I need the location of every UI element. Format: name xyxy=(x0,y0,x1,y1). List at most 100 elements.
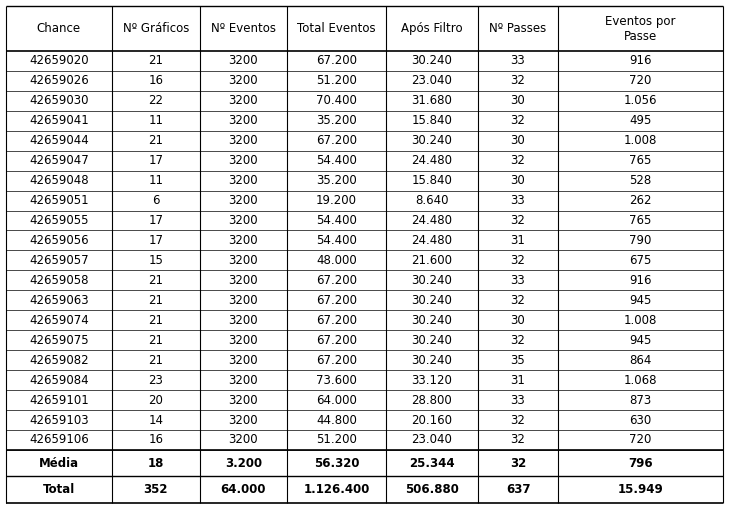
Text: 495: 495 xyxy=(629,114,652,127)
Text: 67.200: 67.200 xyxy=(316,354,357,366)
Text: 42659020: 42659020 xyxy=(29,54,89,67)
Text: 22: 22 xyxy=(148,94,163,107)
Text: 31: 31 xyxy=(510,374,526,387)
Text: 21: 21 xyxy=(148,314,163,327)
Text: 35.200: 35.200 xyxy=(316,114,357,127)
Text: 21: 21 xyxy=(148,354,163,366)
Text: 262: 262 xyxy=(629,194,652,207)
Text: 21: 21 xyxy=(148,294,163,307)
Text: Nº Gráficos: Nº Gráficos xyxy=(122,22,189,35)
Text: 506.880: 506.880 xyxy=(405,483,459,496)
Text: 17: 17 xyxy=(148,154,163,167)
Text: 64.000: 64.000 xyxy=(316,393,357,407)
Text: 30.240: 30.240 xyxy=(411,134,453,147)
Text: 3200: 3200 xyxy=(228,354,258,366)
Text: 42659048: 42659048 xyxy=(29,174,89,187)
Text: 873: 873 xyxy=(630,393,652,407)
Text: 3.200: 3.200 xyxy=(225,457,262,470)
Text: 32: 32 xyxy=(510,413,526,427)
Text: 3200: 3200 xyxy=(228,393,258,407)
Text: 67.200: 67.200 xyxy=(316,54,357,67)
Text: 3200: 3200 xyxy=(228,54,258,67)
Text: 15.840: 15.840 xyxy=(411,174,453,187)
Text: 3200: 3200 xyxy=(228,254,258,267)
Text: 17: 17 xyxy=(148,214,163,227)
Text: 3200: 3200 xyxy=(228,74,258,88)
Text: 945: 945 xyxy=(629,294,652,307)
Text: 1.008: 1.008 xyxy=(624,314,658,327)
Text: 20: 20 xyxy=(148,393,163,407)
Text: 42659044: 42659044 xyxy=(29,134,89,147)
Text: 916: 916 xyxy=(629,54,652,67)
Text: 528: 528 xyxy=(630,174,652,187)
Text: 30.240: 30.240 xyxy=(411,54,453,67)
Text: 31.680: 31.680 xyxy=(411,94,453,107)
Text: 945: 945 xyxy=(629,334,652,347)
Text: Nº Passes: Nº Passes xyxy=(489,22,547,35)
Text: 24.480: 24.480 xyxy=(411,154,453,167)
Text: 48.000: 48.000 xyxy=(316,254,357,267)
Text: 44.800: 44.800 xyxy=(316,413,357,427)
Text: Eventos por
Passe: Eventos por Passe xyxy=(605,14,676,43)
Text: 25.344: 25.344 xyxy=(409,457,455,470)
Text: 1.056: 1.056 xyxy=(624,94,658,107)
Text: 42659084: 42659084 xyxy=(29,374,89,387)
Text: 51.200: 51.200 xyxy=(316,74,357,88)
Text: 796: 796 xyxy=(628,457,653,470)
Text: 23.040: 23.040 xyxy=(411,434,453,446)
Text: 42659047: 42659047 xyxy=(29,154,89,167)
Text: 3200: 3200 xyxy=(228,114,258,127)
Text: 23.040: 23.040 xyxy=(411,74,453,88)
Text: 67.200: 67.200 xyxy=(316,134,357,147)
Text: 3200: 3200 xyxy=(228,134,258,147)
Text: 3200: 3200 xyxy=(228,234,258,247)
Text: 864: 864 xyxy=(629,354,652,366)
Text: 42659026: 42659026 xyxy=(29,74,89,88)
Text: 790: 790 xyxy=(629,234,652,247)
Text: 765: 765 xyxy=(629,214,652,227)
Text: 1.068: 1.068 xyxy=(624,374,658,387)
Text: 32: 32 xyxy=(510,294,526,307)
Text: 73.600: 73.600 xyxy=(316,374,357,387)
Text: 42659056: 42659056 xyxy=(29,234,89,247)
Text: 20.160: 20.160 xyxy=(411,413,453,427)
Text: Nº Eventos: Nº Eventos xyxy=(211,22,276,35)
Text: 916: 916 xyxy=(629,274,652,287)
Text: 42659057: 42659057 xyxy=(29,254,89,267)
Text: 3200: 3200 xyxy=(228,154,258,167)
Text: 64.000: 64.000 xyxy=(220,483,266,496)
Text: 30: 30 xyxy=(510,314,526,327)
Text: 42659051: 42659051 xyxy=(29,194,89,207)
Text: 54.400: 54.400 xyxy=(316,214,357,227)
Text: 67.200: 67.200 xyxy=(316,294,357,307)
Text: 3200: 3200 xyxy=(228,413,258,427)
Text: 21: 21 xyxy=(148,274,163,287)
Text: 54.400: 54.400 xyxy=(316,154,357,167)
Text: 30: 30 xyxy=(510,134,526,147)
Text: 30: 30 xyxy=(510,94,526,107)
Text: 14: 14 xyxy=(148,413,163,427)
Text: 33.120: 33.120 xyxy=(411,374,453,387)
Text: 3200: 3200 xyxy=(228,314,258,327)
Text: 32: 32 xyxy=(510,114,526,127)
Text: 42659055: 42659055 xyxy=(29,214,89,227)
Text: Média: Média xyxy=(39,457,79,470)
Text: 6: 6 xyxy=(152,194,160,207)
Text: 28.800: 28.800 xyxy=(412,393,452,407)
Text: 720: 720 xyxy=(629,434,652,446)
Text: 352: 352 xyxy=(144,483,168,496)
Text: 32: 32 xyxy=(510,74,526,88)
Text: 33: 33 xyxy=(510,393,526,407)
Text: 42659041: 42659041 xyxy=(29,114,89,127)
Text: 32: 32 xyxy=(510,214,526,227)
Text: 30.240: 30.240 xyxy=(411,294,453,307)
Text: Total: Total xyxy=(43,483,75,496)
Text: 8.640: 8.640 xyxy=(416,194,448,207)
Text: 42659074: 42659074 xyxy=(29,314,89,327)
Text: 30: 30 xyxy=(510,174,526,187)
Text: 3200: 3200 xyxy=(228,334,258,347)
Text: 32: 32 xyxy=(510,154,526,167)
Text: 32: 32 xyxy=(510,334,526,347)
Text: 31: 31 xyxy=(510,234,526,247)
Text: 3200: 3200 xyxy=(228,294,258,307)
